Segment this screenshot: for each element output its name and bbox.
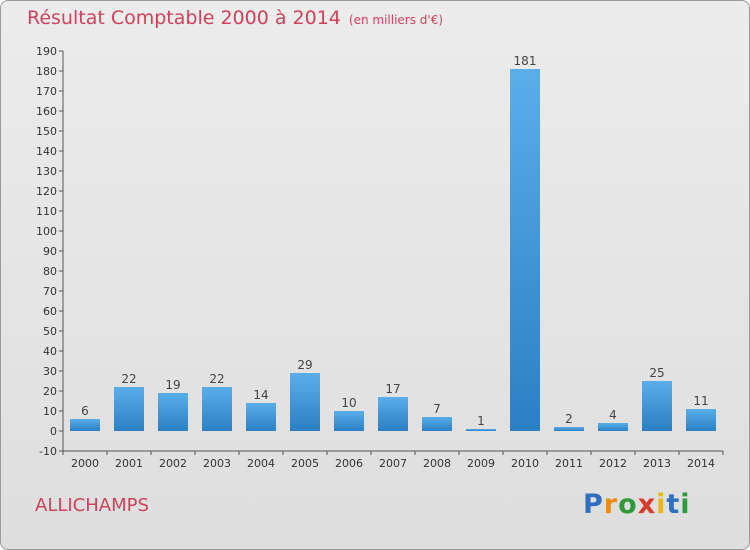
y-tick-label: -10 (39, 445, 57, 458)
bar-value-label: 19 (165, 378, 180, 392)
bar (290, 373, 320, 431)
logo-letter: i (656, 489, 667, 520)
bar (422, 417, 452, 431)
bar-value-label: 1 (477, 414, 485, 428)
x-tick-label: 2011 (555, 457, 583, 470)
logo-letter: x (637, 489, 657, 520)
bar-value-label: 4 (609, 408, 617, 422)
x-tick-label: 2014 (687, 457, 715, 470)
bar-value-label: 2 (565, 412, 573, 426)
bar (554, 427, 584, 431)
y-tick-label: 20 (43, 385, 57, 398)
x-tick-label: 2008 (423, 457, 451, 470)
x-tick-label: 2006 (335, 457, 363, 470)
y-tick-label: 180 (36, 65, 57, 78)
axes: -100102030405060708090100110120130140150… (36, 45, 724, 470)
y-tick-label: 170 (36, 85, 57, 98)
chart-title: Résultat Comptable 2000 à 2014 (en millie… (27, 7, 443, 29)
proxiti-logo[interactable]: Proxiti (583, 489, 691, 520)
logo-letter: i (680, 489, 691, 520)
bar (334, 411, 364, 431)
bar-value-label: 25 (649, 366, 664, 380)
x-tick-label: 2003 (203, 457, 231, 470)
bar-value-label: 11 (693, 394, 708, 408)
bar-value-label: 17 (385, 382, 400, 396)
bar-value-label: 29 (297, 358, 312, 372)
x-tick-label: 2001 (115, 457, 143, 470)
x-tick-label: 2005 (291, 457, 319, 470)
bar (686, 409, 716, 431)
bar (70, 419, 100, 431)
bar-value-label: 6 (81, 404, 89, 418)
y-tick-label: 130 (36, 165, 57, 178)
bar-value-label: 7 (433, 402, 441, 416)
y-tick-label: 70 (43, 285, 57, 298)
x-tick-label: 2010 (511, 457, 539, 470)
logo-letter: t (666, 489, 681, 520)
y-tick-label: 0 (50, 425, 57, 438)
chart-title-text: Résultat Comptable 2000 à 2014 (27, 7, 341, 29)
bar-value-label: 14 (253, 388, 268, 402)
x-tick-label: 2004 (247, 457, 275, 470)
logo-letter: r (603, 489, 619, 520)
bar-value-label: 22 (121, 372, 136, 386)
bar (598, 423, 628, 431)
y-tick-label: 80 (43, 265, 57, 278)
x-tick-label: 2009 (467, 457, 495, 470)
x-tick-label: 2000 (71, 457, 99, 470)
bar-value-label: 181 (514, 54, 537, 68)
bar (202, 387, 232, 431)
bars: 6 22 19 22 14 29 10 17 7 1 181 2 4 25 11 (70, 54, 716, 431)
x-tick-label: 2013 (643, 457, 671, 470)
y-tick-label: 10 (43, 405, 57, 418)
commune-name: ALLICHAMPS (35, 495, 149, 516)
y-tick-label: 150 (36, 125, 57, 138)
x-tick-label: 2002 (159, 457, 187, 470)
y-tick-label: 190 (36, 45, 57, 58)
logo-letter: o (618, 489, 638, 520)
y-tick-label: 40 (43, 345, 57, 358)
bar (642, 381, 672, 431)
logo-letter: P (583, 489, 604, 520)
bar (158, 393, 188, 431)
y-tick-label: 60 (43, 305, 57, 318)
bar (378, 397, 408, 431)
y-tick-label: 160 (36, 105, 57, 118)
bar (114, 387, 144, 431)
y-tick-label: 110 (36, 205, 57, 218)
x-tick-label: 2007 (379, 457, 407, 470)
bar (466, 429, 496, 431)
x-tick-label: 2012 (599, 457, 627, 470)
bar-value-label: 22 (209, 372, 224, 386)
y-tick-label: 90 (43, 245, 57, 258)
bar-value-label: 10 (341, 396, 356, 410)
y-tick-label: 140 (36, 145, 57, 158)
y-tick-label: 120 (36, 185, 57, 198)
y-tick-label: 100 (36, 225, 57, 238)
y-tick-label: 50 (43, 325, 57, 338)
chart-unit: (en milliers d'€) (348, 13, 444, 27)
bar (510, 69, 540, 431)
bar (246, 403, 276, 431)
y-tick-label: 30 (43, 365, 57, 378)
